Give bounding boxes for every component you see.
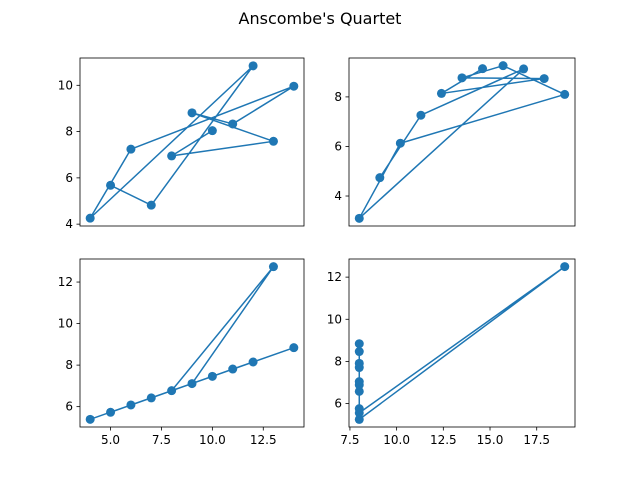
data-point [207, 126, 217, 136]
axes-frame [79, 258, 305, 428]
y-tick-label: 12 [327, 270, 342, 284]
data-point [498, 61, 508, 71]
data-point [289, 81, 299, 91]
figure-title: Anscombe's Quartet [239, 9, 402, 28]
y-tick-label: 10 [58, 78, 73, 92]
data-point [126, 400, 136, 410]
data-point [375, 173, 385, 183]
y-tick-label: 12 [58, 275, 73, 289]
x-tick-label: 5.0 [101, 433, 120, 447]
y-tick-label: 8 [334, 354, 342, 368]
data-point [228, 119, 238, 129]
x-tick-label: 7.5 [340, 433, 359, 447]
data-point [478, 64, 488, 74]
data-point [248, 61, 258, 71]
x-tick-label: 10.0 [383, 433, 410, 447]
data-point [85, 414, 95, 424]
data-point [268, 136, 278, 146]
data-point [248, 357, 258, 367]
data-point [354, 414, 364, 424]
data-point [228, 364, 238, 374]
data-point [106, 180, 116, 190]
data-point [354, 380, 364, 390]
data-point [354, 408, 364, 418]
axes-frame [348, 57, 576, 227]
axes-frame [348, 258, 576, 428]
data-point [354, 339, 364, 349]
y-tick-label: 10 [58, 317, 73, 331]
data-point [416, 110, 426, 120]
data-point [146, 200, 156, 210]
data-point [187, 379, 197, 389]
data-point [126, 144, 136, 154]
data-point [354, 358, 364, 368]
x-tick-label: 10.0 [199, 433, 226, 447]
y-tick-label: 6 [334, 397, 342, 411]
y-tick-label: 10 [327, 312, 342, 326]
data-point [539, 74, 549, 84]
x-tick-label: 7.5 [152, 433, 171, 447]
x-tick-label: 17.5 [523, 433, 550, 447]
data-point [354, 386, 364, 396]
data-point [167, 386, 177, 396]
data-point [560, 262, 570, 272]
data-point [167, 151, 177, 161]
x-tick-label: 12.5 [430, 433, 457, 447]
data-point [85, 213, 95, 223]
y-tick-label: 8 [65, 125, 73, 139]
subplots: 4 6 8 10 4 6 8 5.0 7.5 10.0 12.5 6 8 10 12 7.5 10.0 12.5 1… [58, 57, 576, 447]
data-point [146, 393, 156, 403]
data-point [354, 347, 364, 357]
data-point [560, 89, 570, 99]
data-point [268, 262, 278, 272]
data-point [519, 64, 529, 74]
data-point [207, 371, 217, 381]
y-tick-label: 6 [65, 171, 73, 185]
subplot-4: 7.5 10.0 12.5 15.0 17.5 6 8 10 12 [327, 258, 576, 447]
data-point [436, 88, 446, 98]
subplot-2: 4 6 8 [334, 57, 576, 227]
data-point [106, 407, 116, 417]
data-point [289, 343, 299, 353]
y-tick-label: 4 [65, 217, 73, 231]
data-point [395, 138, 405, 148]
data-point [187, 108, 197, 118]
x-tick-label: 12.5 [250, 433, 277, 447]
axes-frame [79, 57, 305, 227]
subplot-1: 4 6 8 10 [58, 57, 305, 231]
y-tick-label: 6 [65, 400, 73, 414]
x-tick-label: 15.0 [477, 433, 504, 447]
data-point [457, 73, 467, 83]
y-tick-label: 4 [334, 189, 342, 203]
y-tick-label: 6 [334, 139, 342, 153]
data-point [354, 213, 364, 223]
y-tick-label: 8 [334, 90, 342, 104]
subplot-3: 5.0 7.5 10.0 12.5 6 8 10 12 [58, 258, 305, 447]
y-tick-label: 8 [65, 358, 73, 372]
